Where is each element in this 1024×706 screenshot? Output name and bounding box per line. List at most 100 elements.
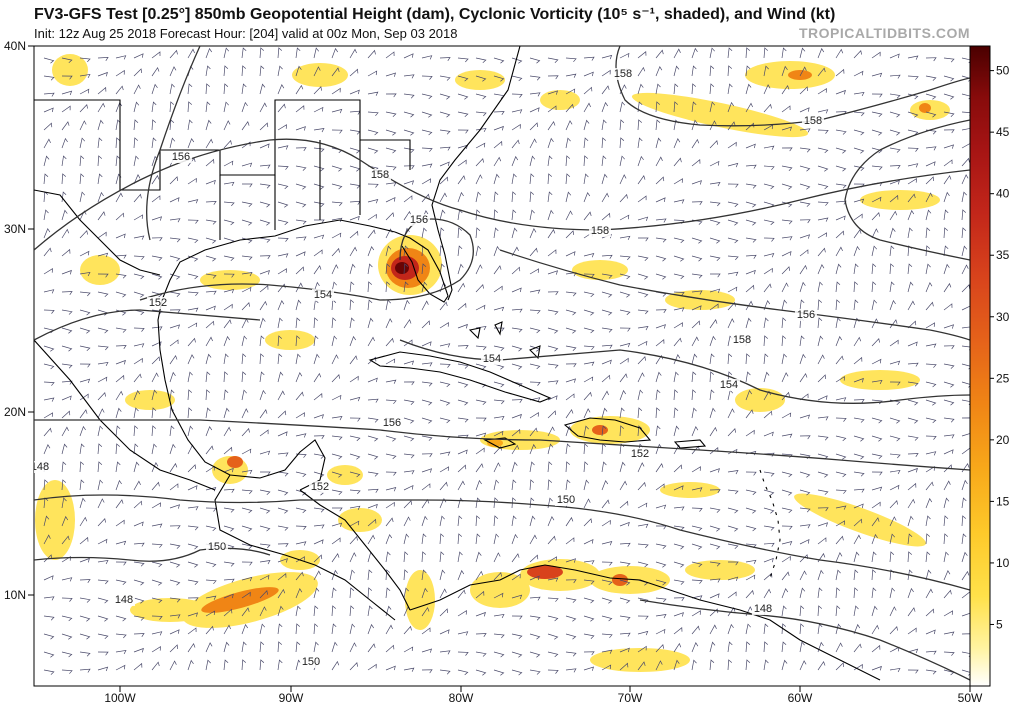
wind-barb [475, 651, 487, 657]
wind-barb [619, 461, 626, 473]
wind-barb [421, 281, 428, 293]
wind-barb [277, 317, 283, 329]
wind-barb [277, 431, 288, 437]
wind-barb [367, 663, 377, 671]
wind-barb [943, 589, 952, 599]
wind-barb [61, 248, 71, 257]
wind-barb [511, 363, 523, 370]
wind-barb [79, 73, 91, 79]
wind-barb [151, 443, 157, 455]
wind-barb [691, 407, 697, 419]
wind-barb [385, 665, 396, 671]
wind-barb [601, 85, 610, 95]
wind-barb [655, 371, 662, 383]
wind-barb [601, 344, 613, 349]
wind-barb [367, 453, 379, 460]
wind-barb [61, 228, 70, 239]
wind-barb [421, 111, 433, 118]
wind-barb [187, 101, 193, 113]
wind-barb [421, 320, 431, 329]
wind-barb [889, 263, 895, 275]
wind-barb [439, 192, 447, 203]
wind-barb [871, 165, 883, 171]
wind-barb [727, 101, 734, 113]
wind-barb [889, 210, 898, 221]
wind-barb [97, 498, 105, 509]
wind-barb [43, 444, 51, 455]
wind-barb [961, 157, 970, 167]
wind-barb [493, 430, 504, 437]
wind-barb [529, 575, 540, 581]
wind-barb [259, 409, 268, 419]
colorbar-tick-label: 15 [996, 494, 1010, 508]
wind-barb [799, 538, 810, 545]
wind-barb [151, 481, 160, 491]
wind-barb [655, 579, 667, 586]
wind-barb [583, 327, 595, 334]
lat-label: 30N [4, 222, 26, 236]
wind-barb [853, 229, 862, 239]
wind-barb [421, 129, 433, 136]
wind-barb [43, 345, 55, 352]
wind-barb [475, 57, 487, 64]
wind-barb [799, 372, 808, 383]
wind-barb [259, 143, 270, 149]
wind-barb [313, 392, 323, 401]
wind-barb [79, 57, 91, 63]
wind-barb [817, 232, 828, 239]
wind-barb [457, 175, 466, 185]
wind-barb [835, 165, 847, 172]
wind-barb [601, 155, 607, 167]
wind-barb [475, 479, 482, 491]
wind-barb [259, 83, 266, 95]
wind-barb [817, 354, 825, 365]
wind-barb [223, 47, 230, 59]
wind-barb [349, 396, 361, 402]
wind-barb [367, 281, 373, 293]
contour-label: 158 [804, 115, 822, 127]
wind-barb [925, 629, 936, 635]
wind-barb [97, 579, 109, 585]
wind-barb [655, 273, 667, 280]
wind-barb [745, 471, 757, 476]
wind-barb [259, 65, 265, 77]
wind-barb [511, 155, 519, 167]
wind-barb [169, 339, 179, 347]
wind-barb [115, 443, 121, 455]
wind-barb [799, 393, 809, 401]
wind-barb [547, 535, 556, 545]
wind-barb [529, 209, 535, 221]
wind-barb [637, 561, 649, 568]
wind-barb [169, 389, 175, 401]
wind-barb [385, 486, 397, 492]
wind-barb [313, 605, 319, 617]
wind-barb [853, 399, 865, 403]
wind-barb [79, 597, 91, 603]
wind-barb [781, 47, 787, 59]
wind-barb [421, 569, 427, 581]
wind-barb [835, 200, 847, 205]
wind-barb [673, 291, 685, 296]
wind-barb [133, 480, 141, 491]
wind-barb [277, 165, 289, 170]
wind-barb [835, 397, 847, 402]
wind-barb [115, 254, 127, 259]
wind-barb [223, 659, 229, 671]
wind-barb [871, 147, 883, 154]
wind-barb [871, 318, 879, 329]
wind-barb [673, 597, 685, 602]
wind-barb [187, 354, 195, 365]
wind-barb [169, 197, 180, 203]
wind-barb [223, 641, 230, 653]
wind-barb [79, 363, 91, 368]
wind-barb [925, 282, 933, 293]
wind-barb [277, 253, 289, 258]
wind-barb [853, 147, 865, 154]
wind-barb [403, 111, 415, 118]
wind-barb [259, 641, 265, 653]
wind-barb [907, 320, 917, 329]
wind-barb [601, 649, 613, 654]
wind-barb [115, 192, 123, 203]
wind-barb [133, 119, 139, 131]
